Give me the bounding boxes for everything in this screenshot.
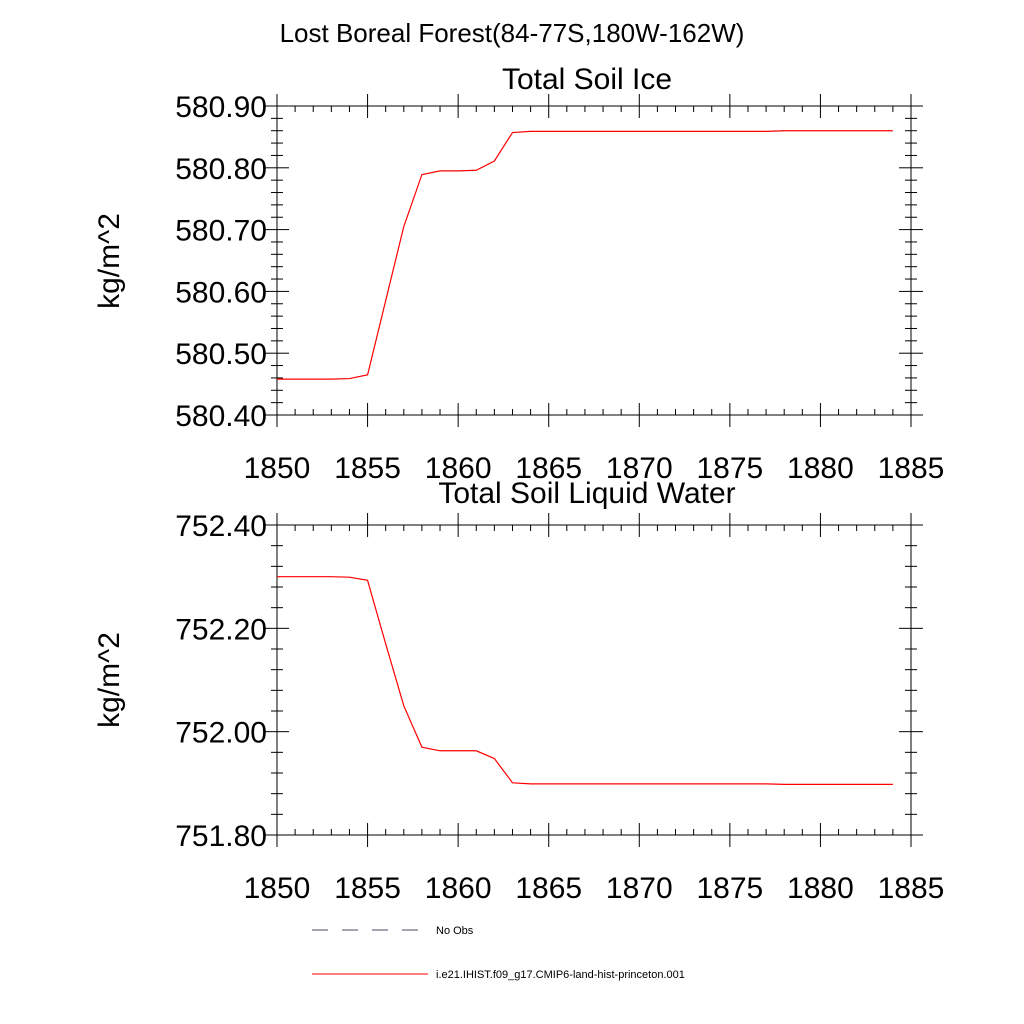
x-tick-label: 1880	[787, 452, 854, 485]
x-tick-label: 1870	[606, 452, 673, 485]
panel-total-soil-liquid-water: Total Soil Liquid Water kg/m^2 1850 1855 1…	[93, 477, 944, 905]
legend-label-no-obs: No Obs	[436, 925, 474, 937]
y-tick-label: 751.80	[175, 820, 267, 853]
x-tick-label: 1865	[515, 452, 582, 485]
y-tick-label: 580.60	[175, 276, 267, 309]
y-axis-label: kg/m^2	[93, 213, 126, 309]
plot-frame	[276, 524, 912, 836]
x-tick-label: 1880	[787, 872, 854, 905]
x-tick-label: 1865	[515, 872, 582, 905]
panel-title: Total Soil Ice	[502, 63, 672, 96]
x-tick-label: 1875	[696, 452, 763, 485]
x-tick-label: 1860	[425, 872, 492, 905]
x-tick-label: 1850	[244, 872, 311, 905]
series-line	[277, 130, 893, 380]
x-tick-label: 1885	[878, 872, 945, 905]
y-tick-label: 580.40	[175, 400, 267, 433]
y-tick-label: 752.40	[175, 510, 267, 543]
y-tick-label: 580.80	[175, 153, 267, 186]
legend-label-model-run: i.e21.IHIST.f09_g17.CMIP6-land-hist-prin…	[436, 969, 685, 981]
y-axis-label: kg/m^2	[93, 632, 126, 728]
x-tick-label: 1850	[244, 452, 311, 485]
x-tick-label: 1885	[878, 452, 945, 485]
x-tick-label: 1875	[696, 872, 763, 905]
x-tick-label: 1870	[606, 872, 673, 905]
legend: No Obs i.e21.IHIST.f09_g17.CMIP6-land-hi…	[312, 925, 685, 981]
x-tick-label: 1855	[334, 872, 401, 905]
series-line	[277, 576, 893, 785]
x-tick-label: 1855	[334, 452, 401, 485]
panel-total-soil-ice: Total Soil Ice kg/m^2 1850 1855 1860 1865 18…	[93, 63, 944, 485]
y-tick-label: 752.20	[175, 613, 267, 646]
panel-title: Total Soil Liquid Water	[438, 477, 735, 510]
x-tick-label: 1860	[425, 452, 492, 485]
y-tick-label: 580.70	[175, 215, 267, 248]
plot-frame	[276, 105, 912, 416]
y-tick-label: 752.00	[175, 717, 267, 750]
y-tick-label: 580.50	[175, 338, 267, 371]
y-tick-label: 580.90	[175, 91, 267, 124]
page-title: Lost Boreal Forest(84-77S,180W-162W)	[280, 18, 745, 48]
